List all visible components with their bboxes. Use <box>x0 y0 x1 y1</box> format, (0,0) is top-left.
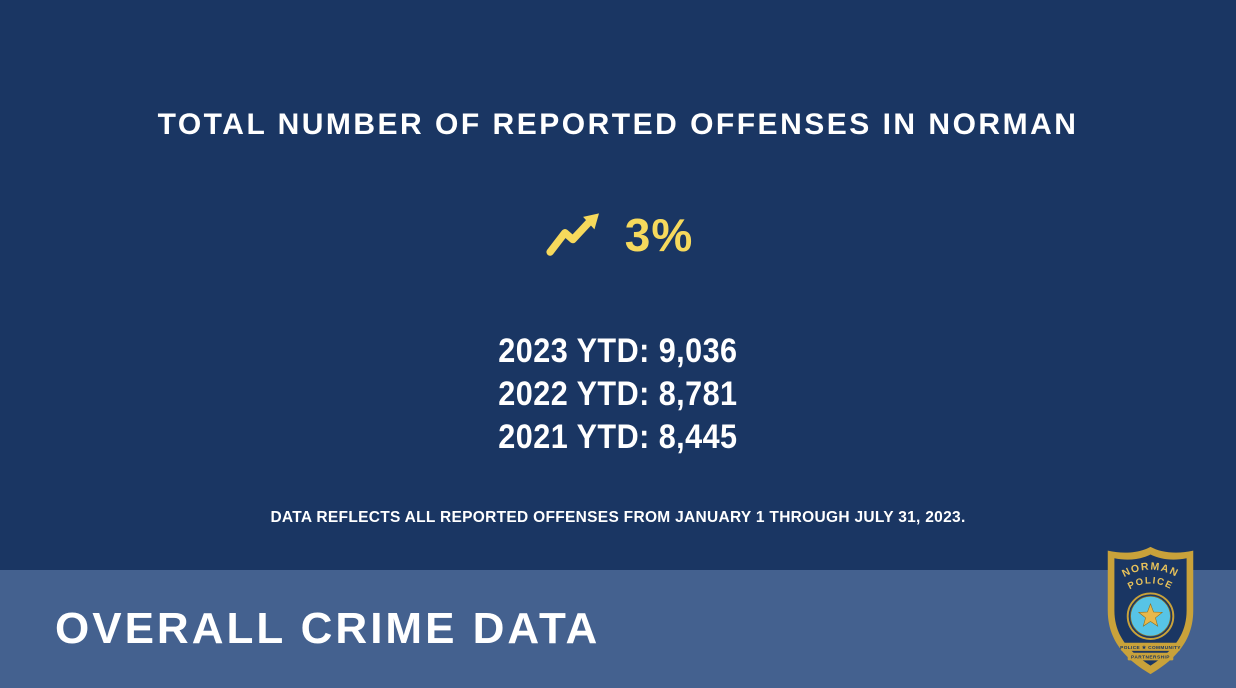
ytd-stats: 2023 YTD: 9,036 2022 YTD: 8,781 2021 YTD… <box>0 330 1236 459</box>
disclaimer-text: DATA REFLECTS ALL REPORTED OFFENSES FROM… <box>270 509 966 526</box>
footer-title: OVERALL CRIME DATA <box>55 604 601 653</box>
badge-text-police: POLICE <box>1126 575 1175 592</box>
badge-ribbon-2: PARTNERSHIP <box>1131 654 1170 660</box>
ytd-stats-list: 2023 YTD: 9,036 2022 YTD: 8,781 2021 YTD… <box>498 330 737 459</box>
stat-line-2021: 2021 YTD: 8,445 <box>498 418 738 456</box>
stat-line-2023: 2023 YTD: 9,036 <box>498 332 738 370</box>
page-title: TOTAL NUMBER OF REPORTED OFFENSES IN NOR… <box>157 108 1079 141</box>
badge-ribbon-1: POLICE ★ COMMUNITY <box>1120 645 1181 651</box>
stat-line-2022: 2022 YTD: 8,781 <box>498 375 738 413</box>
trend-percent: 3% <box>624 209 694 261</box>
badge-ribbon-2-bg <box>1127 652 1174 661</box>
norman-police-badge: NORMAN POLICE POLICE ★ COMMUNITY PARTNER… <box>1107 546 1194 675</box>
footer-band <box>0 570 1236 688</box>
badge-ring <box>1126 592 1175 640</box>
trend-indicator: 3% <box>0 208 1236 262</box>
badge-star-icon <box>1137 603 1164 627</box>
trend-up-arrow-icon <box>546 213 599 256</box>
badge-ribbon-1-bg <box>1121 642 1180 651</box>
